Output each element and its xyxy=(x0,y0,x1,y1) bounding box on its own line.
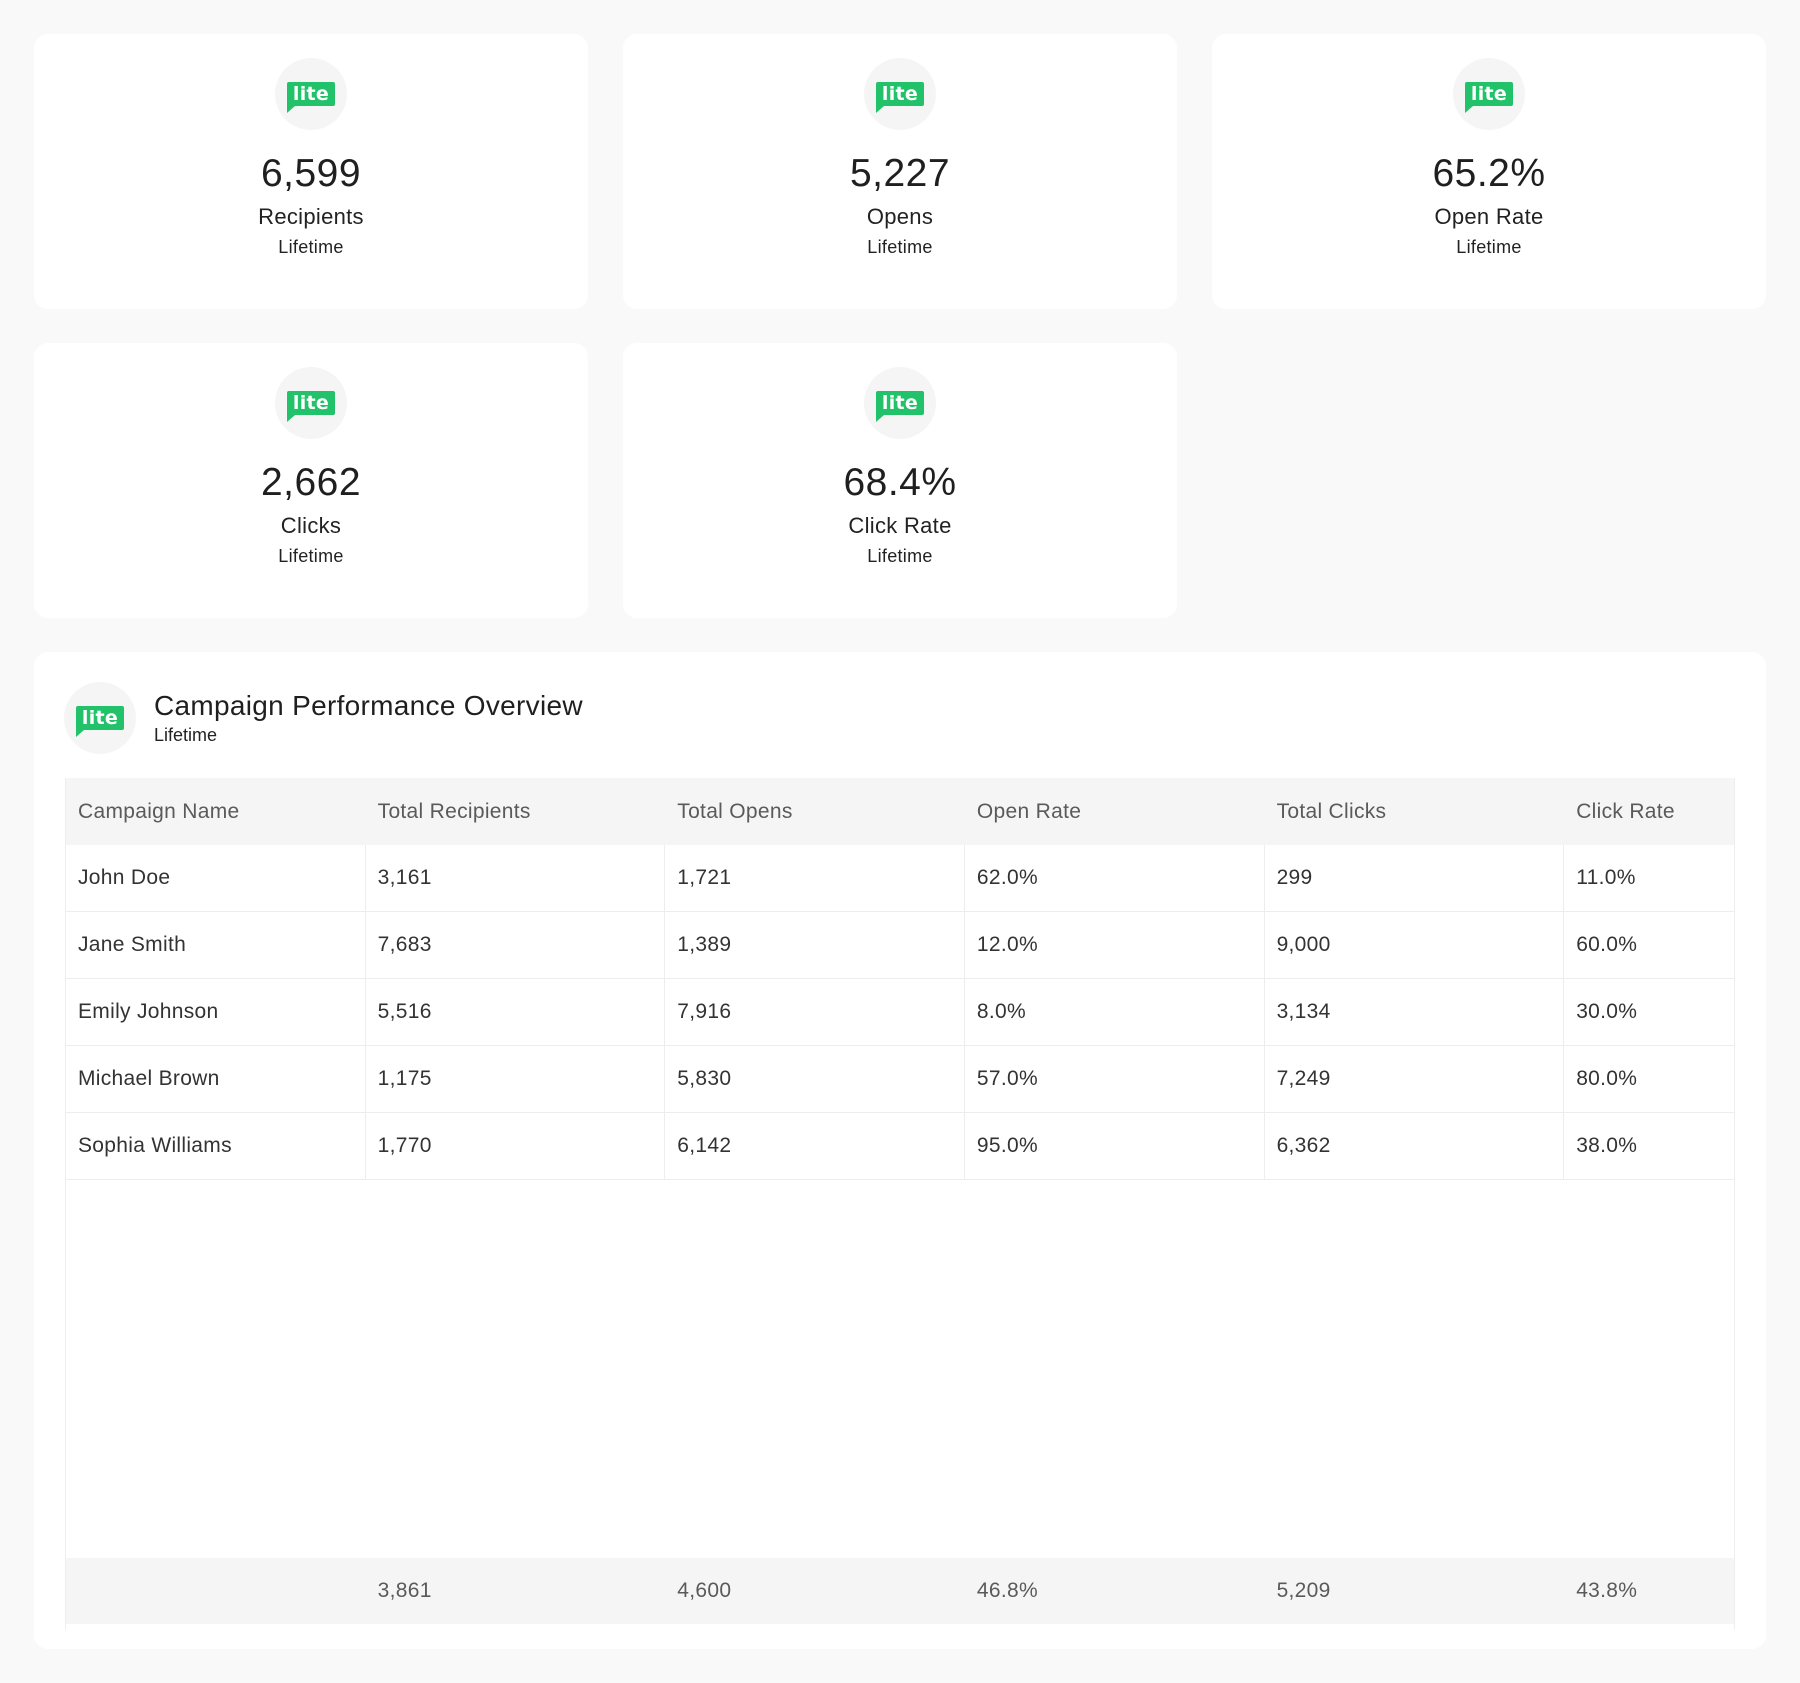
cell-total-clicks: 3,134 xyxy=(1265,979,1565,1045)
table-empty-area xyxy=(66,1180,1734,1558)
stat-card-clicks: lite 2,662 Clicks Lifetime xyxy=(34,343,588,618)
table-header-row: Campaign Name Total Recipients Total Ope… xyxy=(66,778,1734,845)
cell-total-opens: 7,916 xyxy=(665,979,965,1045)
mailerlite-logo-icon: lite xyxy=(864,367,936,439)
table-row: Sophia Williams 1,770 6,142 95.0% 6,362 … xyxy=(66,1113,1734,1180)
stat-card-click-rate: lite 68.4% Click Rate Lifetime xyxy=(623,343,1177,618)
footer-click-rate: 43.8% xyxy=(1576,1579,1638,1602)
cell-total-recipients: 5,516 xyxy=(366,979,666,1045)
stat-label: Click Rate xyxy=(848,513,952,538)
table-row: Michael Brown 1,175 5,830 57.0% 7,249 80… xyxy=(66,1046,1734,1113)
table-row: Jane Smith 7,683 1,389 12.0% 9,000 60.0% xyxy=(66,912,1734,979)
stat-period: Lifetime xyxy=(278,546,344,566)
campaign-table: Campaign Name Total Recipients Total Ope… xyxy=(65,778,1735,1630)
stat-period: Lifetime xyxy=(278,237,344,257)
cell-campaign-name: John Doe xyxy=(66,845,366,911)
cell-total-opens: 5,830 xyxy=(665,1046,965,1112)
column-header-total-recipients[interactable]: Total Recipients xyxy=(377,799,531,823)
stat-period: Lifetime xyxy=(867,237,933,257)
cell-campaign-name: Emily Johnson xyxy=(66,979,366,1045)
cell-click-rate: 30.0% xyxy=(1576,1000,1638,1023)
stat-period: Lifetime xyxy=(1456,237,1522,257)
column-header-total-opens[interactable]: Total Opens xyxy=(677,799,793,823)
cell-total-clicks: 6,362 xyxy=(1265,1113,1565,1179)
cell-total-clicks: 299 xyxy=(1265,845,1565,911)
stat-value: 65.2% xyxy=(1432,152,1546,195)
footer-total-recipients: 3,861 xyxy=(377,1579,432,1602)
stat-value: 5,227 xyxy=(849,152,951,195)
column-header-click-rate[interactable]: Click Rate xyxy=(1576,799,1675,823)
cell-click-rate: 38.0% xyxy=(1576,1134,1638,1157)
cell-total-clicks: 7,249 xyxy=(1265,1046,1565,1112)
cell-total-recipients: 1,770 xyxy=(366,1113,666,1179)
panel-subtitle: Lifetime xyxy=(154,725,218,745)
column-header-campaign-name[interactable]: Campaign Name xyxy=(78,799,240,823)
mailerlite-logo-icon: lite xyxy=(275,58,347,130)
cell-total-recipients: 1,175 xyxy=(366,1046,666,1112)
cell-open-rate: 57.0% xyxy=(965,1046,1265,1112)
stat-card-opens: lite 5,227 Opens Lifetime xyxy=(623,34,1177,309)
cell-total-recipients: 7,683 xyxy=(366,912,666,978)
table-footer-row: 3,861 4,600 46.8% 5,209 43.8% xyxy=(66,1558,1734,1624)
cell-click-rate: 60.0% xyxy=(1576,933,1638,956)
campaign-performance-panel: lite Campaign Performance Overview Lifet… xyxy=(34,652,1766,1649)
cell-click-rate: 80.0% xyxy=(1576,1067,1638,1090)
cell-campaign-name: Sophia Williams xyxy=(66,1113,366,1179)
column-header-open-rate[interactable]: Open Rate xyxy=(976,799,1082,823)
cell-open-rate: 95.0% xyxy=(965,1113,1265,1179)
cell-click-rate: 11.0% xyxy=(1576,866,1636,889)
footer-total-opens: 4,600 xyxy=(677,1579,732,1602)
cell-campaign-name: Michael Brown xyxy=(66,1046,366,1112)
cell-total-recipients: 3,161 xyxy=(366,845,666,911)
stat-label: Opens xyxy=(866,204,934,229)
panel-header: lite Campaign Performance Overview Lifet… xyxy=(64,682,583,754)
column-header-total-clicks[interactable]: Total Clicks xyxy=(1276,799,1387,823)
stat-label: Recipients xyxy=(258,204,364,229)
stat-value: 2,662 xyxy=(260,461,362,504)
footer-total-clicks: 5,209 xyxy=(1276,1579,1331,1602)
stat-card-recipients: lite 6,599 Recipients Lifetime xyxy=(34,34,588,309)
mailerlite-logo-icon: lite xyxy=(1453,58,1525,130)
cell-open-rate: 12.0% xyxy=(965,912,1265,978)
stat-value: 68.4% xyxy=(843,461,957,504)
cell-total-opens: 1,721 xyxy=(665,845,965,911)
table-row: Emily Johnson 5,516 7,916 8.0% 3,134 30.… xyxy=(66,979,1734,1046)
stat-label: Clicks xyxy=(280,513,342,538)
cell-total-opens: 1,389 xyxy=(665,912,965,978)
mailerlite-logo-icon: lite xyxy=(64,682,136,754)
cell-open-rate: 62.0% xyxy=(965,845,1265,911)
footer-open-rate: 46.8% xyxy=(976,1579,1038,1602)
cell-campaign-name: Jane Smith xyxy=(66,912,366,978)
stat-period: Lifetime xyxy=(867,546,933,566)
mailerlite-logo-icon: lite xyxy=(864,58,936,130)
stat-label: Open Rate xyxy=(1434,204,1544,229)
mailerlite-logo-icon: lite xyxy=(275,367,347,439)
cell-total-opens: 6,142 xyxy=(665,1113,965,1179)
cell-open-rate: 8.0% xyxy=(965,979,1265,1045)
stat-value: 6,599 xyxy=(260,152,362,195)
footer-cell-campaign-name xyxy=(66,1558,366,1624)
cell-total-clicks: 9,000 xyxy=(1265,912,1565,978)
stat-card-open-rate: lite 65.2% Open Rate Lifetime xyxy=(1212,34,1766,309)
panel-title: Campaign Performance Overview xyxy=(154,690,583,721)
table-row: John Doe 3,161 1,721 62.0% 299 11.0% xyxy=(66,845,1734,912)
